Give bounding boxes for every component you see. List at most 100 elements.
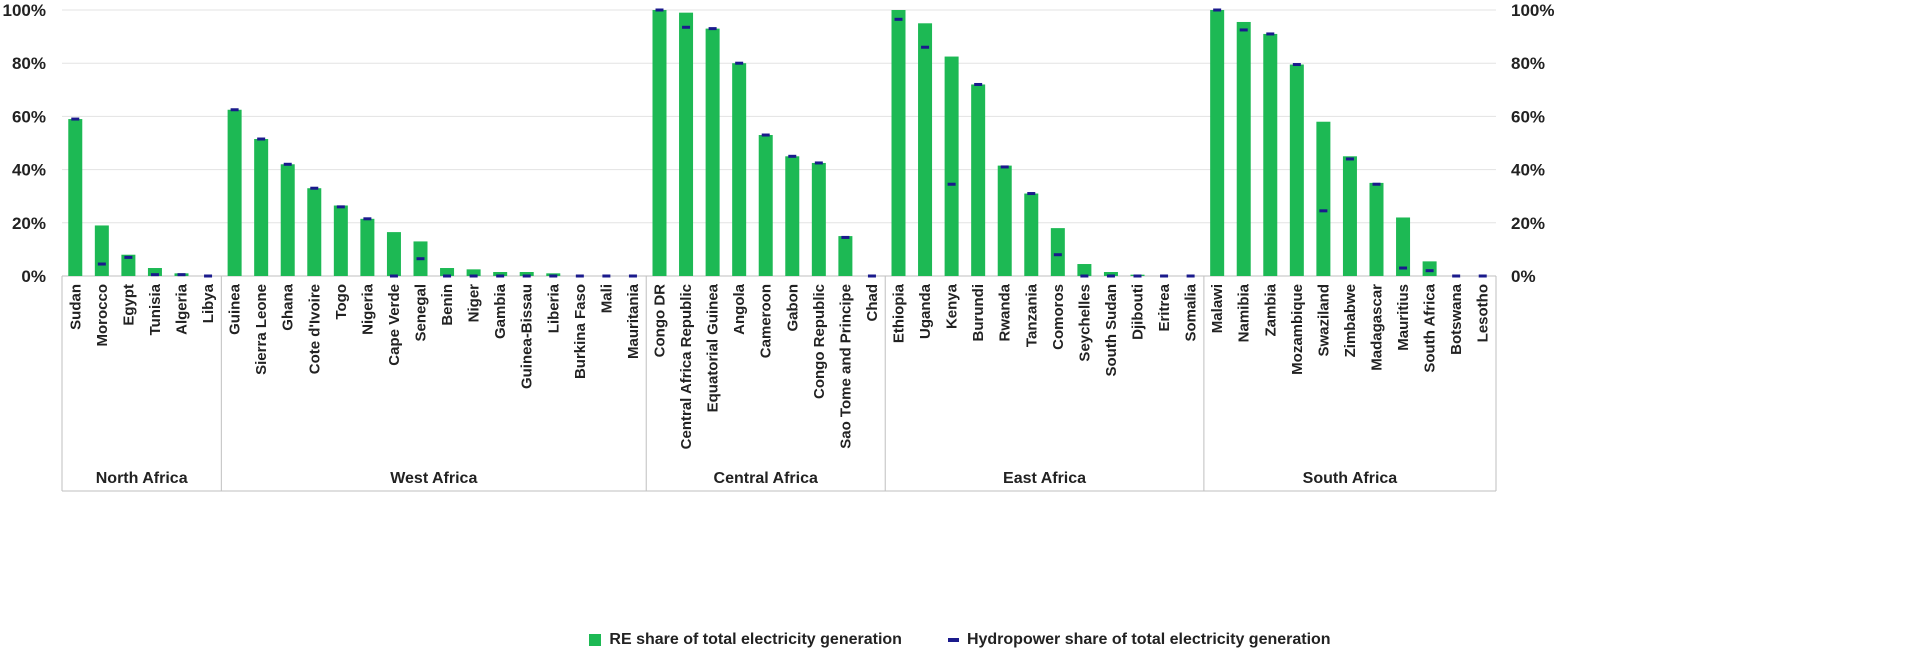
y-tick-label-left: 60% [12,107,46,126]
category-label: Egypt [120,284,137,326]
category-label: Burkina Faso [572,284,589,379]
category-label: Guinea [227,283,244,335]
hydro-marker [1425,269,1434,273]
category-label: Gambia [492,283,509,339]
y-tick-label-left: 0% [21,267,46,286]
category-label: Niger [466,284,483,323]
re-bar [838,236,853,276]
hydro-marker [788,154,797,158]
y-tick-label-left: 40% [12,161,46,180]
hydro-marker [708,27,717,31]
legend-item-hydro: Hydropower share of total electricity ge… [947,631,1331,649]
y-tick-label-right: 80% [1511,54,1545,73]
hydro-marker [310,186,319,190]
category-label: Cameroon [758,284,775,358]
category-label: Cape Verde [386,284,403,366]
re-bar [918,23,933,276]
re-bar [997,165,1012,276]
re-bar [333,205,348,276]
legend-swatch-re [589,634,602,646]
category-label: South Africa [1422,283,1439,372]
category-label: Congo Republic [811,284,828,399]
category-label: Tanzania [1023,283,1040,347]
category-label: Seychelles [1076,284,1093,362]
hydro-marker [894,17,903,21]
region-label: North Africa [96,470,188,487]
category-label: Algeria [174,283,191,335]
re-share-chart: 0% 0% 20% 20% 40% 40% 60% 60% 80% 80% 100% 100% Suda… [3,1,1554,492]
category-label: Guinea-Bissau [519,284,536,389]
category-label: Senegal [413,284,430,342]
category-label: Mali [598,284,615,313]
re-bar [227,109,242,276]
category-label: Botswana [1448,283,1465,355]
re-bar [307,188,322,276]
category-label: Mauritania [625,283,642,359]
category-label: Morocco [94,284,111,347]
re-bar [386,232,401,276]
category-label: Madagascar [1369,284,1386,371]
re-bar [732,63,747,277]
hydro-marker [150,273,159,277]
hydro-marker [682,25,691,29]
category-label: Swaziland [1315,284,1332,357]
re-bar [68,119,83,276]
re-bar [1342,156,1357,276]
category-label: Kenya [944,283,961,329]
category-label: Somalia [1183,283,1200,341]
category-label: Sao Tome and Principe [837,284,854,449]
re-bar [493,272,508,276]
hydro-marker [283,162,292,166]
hydro-marker [522,274,531,278]
y-tick-label-right: 0% [1511,267,1536,286]
hydro-marker [204,274,213,278]
category-label: Liberia [545,283,562,333]
y-tick-label-left: 20% [12,214,46,233]
re-bar [1050,228,1065,276]
y-tick-label-left: 80% [12,54,46,73]
re-bar [1369,182,1384,276]
re-bar [280,164,295,276]
region-label: South Africa [1303,470,1398,487]
re-bar [1236,21,1251,276]
y-tick-label-right: 60% [1511,107,1545,126]
category-label: Rwanda [997,283,1014,341]
hydro-marker [336,205,345,209]
re-bar [1210,10,1225,276]
category-label: Benin [439,284,456,326]
hydro-marker [867,274,876,278]
re-bar [971,84,986,276]
hydro-marker [389,274,398,278]
re-bar [254,139,269,276]
hydro-marker [1345,157,1354,161]
hydro-marker [735,61,744,65]
hydro-marker [496,274,505,278]
re-bar [785,156,800,276]
hydro-marker [1160,274,1169,278]
y-tick-label-right: 20% [1511,214,1545,233]
re-bar [652,10,667,276]
hydro-marker [549,274,558,278]
category-label: Eritrea [1156,283,1173,331]
hydro-marker [761,133,770,137]
re-bar [758,135,773,276]
re-bar [1289,64,1304,276]
category-label: Equatorial Guinea [705,283,722,412]
hydro-marker [1292,63,1301,67]
legend: RE share of total electricity generation… [0,628,1920,652]
re-bar [147,268,162,276]
hydro-marker [575,274,584,278]
re-bar [519,272,534,276]
hydro-marker [921,45,930,49]
hydro-marker [177,273,186,277]
category-label: Zambia [1262,283,1279,336]
hydro-marker [124,255,133,259]
category-label: Angola [731,283,748,334]
category-label: Nigeria [359,283,376,335]
re-bar [679,12,694,276]
re-bar [360,218,375,276]
legend-item-re: RE share of total electricity generation [589,631,902,649]
re-bar [1396,217,1411,276]
hydro-marker [416,257,425,261]
re-bar [1024,193,1039,276]
